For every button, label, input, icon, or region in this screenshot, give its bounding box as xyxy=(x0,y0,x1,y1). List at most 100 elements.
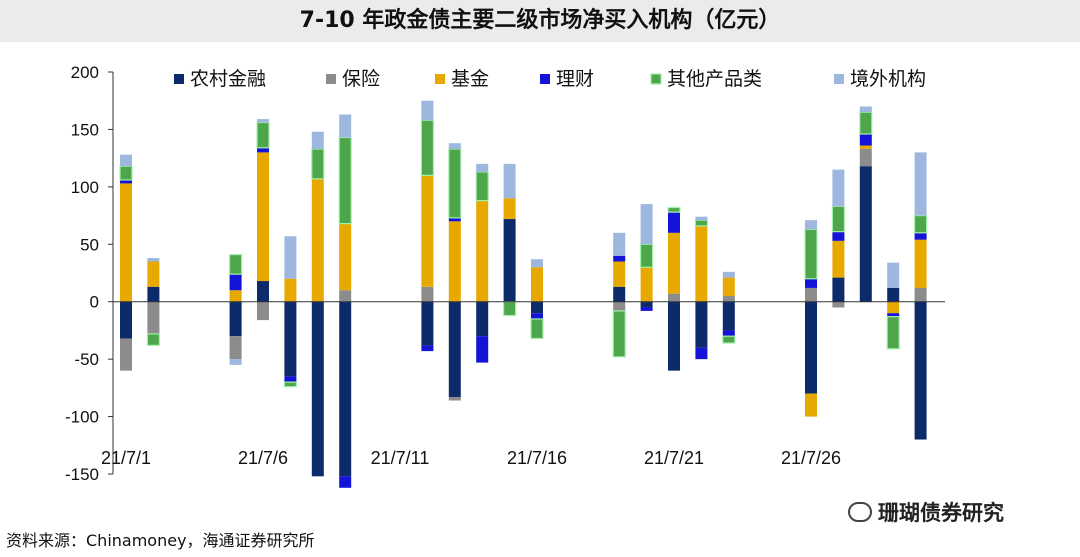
bar-segment xyxy=(421,301,434,346)
legend-label: 农村金融 xyxy=(190,68,266,90)
bar-segment xyxy=(832,231,845,241)
plot-area: -150 -100 -50 0 50 100 150 200 21/7/1 21/7/6 21/7/… xyxy=(65,63,945,488)
bar-segment xyxy=(448,143,461,149)
bar-segment xyxy=(832,240,845,278)
bar-segment xyxy=(613,261,626,287)
bar-segment xyxy=(530,318,544,340)
bar-segment xyxy=(229,290,242,302)
bar-segment xyxy=(668,293,680,302)
bar-segment xyxy=(476,336,489,363)
bar-segment xyxy=(421,175,434,287)
bar-segment xyxy=(695,347,708,360)
bar-segment xyxy=(120,301,132,339)
bar-segment xyxy=(257,147,269,153)
bar-segment xyxy=(229,274,242,291)
bar-segment xyxy=(668,301,680,371)
y-tick-label: 200 xyxy=(71,63,99,82)
bar-segment xyxy=(339,114,352,138)
bar-segment xyxy=(695,301,708,348)
bar-segment xyxy=(503,301,517,317)
bar-segment xyxy=(311,131,324,149)
bar-segment xyxy=(859,148,872,167)
watermark: 珊瑚债券研究 xyxy=(848,497,1004,527)
bar-segment xyxy=(284,236,297,279)
bar-segment xyxy=(859,134,872,146)
source-note: 资料来源：Chinamoney，海通证券研究所 xyxy=(6,531,315,550)
y-tick-label: -50 xyxy=(74,350,99,369)
y-tick-label: 150 xyxy=(71,120,99,139)
bar-segment xyxy=(503,198,516,220)
bar-segment xyxy=(722,301,735,331)
bar-segment xyxy=(256,121,270,149)
legend-swatch xyxy=(174,74,184,84)
bar-segment xyxy=(448,148,462,219)
x-tick-label: 21/7/16 xyxy=(507,448,567,468)
bar-segment xyxy=(831,205,846,233)
bar-segment xyxy=(147,301,160,334)
bar-segment xyxy=(695,216,708,221)
x-tick-label: 21/7/21 xyxy=(644,448,704,468)
bar-segment xyxy=(695,225,708,302)
bar-segment xyxy=(722,295,735,302)
bar-segment xyxy=(914,232,927,240)
bar-segment xyxy=(887,287,900,302)
bar-segment xyxy=(805,278,817,288)
bar-segment xyxy=(640,204,653,245)
legend-swatch xyxy=(834,74,844,84)
bar-segment xyxy=(805,393,817,417)
bar-segment xyxy=(859,106,872,113)
legend-label: 基金 xyxy=(451,68,489,90)
bar-segment xyxy=(120,179,132,184)
y-tick-label: -150 xyxy=(65,465,99,484)
bar-segment xyxy=(229,359,242,365)
bar-segment xyxy=(339,301,352,477)
y-tick-label: -100 xyxy=(65,408,99,427)
x-tick-label: 21/7/6 xyxy=(238,448,288,468)
bar-segment xyxy=(284,376,297,383)
bar-segment xyxy=(640,301,653,308)
bar-segment xyxy=(640,307,653,311)
chart-canvas: -150 -100 -50 0 50 100 150 200 21/7/1 21/7/6 21/7/… xyxy=(65,63,945,488)
bar-segment xyxy=(613,255,626,262)
bar-segment xyxy=(476,163,489,172)
bar-segment xyxy=(284,278,297,302)
bar-segment xyxy=(476,200,489,302)
bar-segment xyxy=(913,214,928,234)
bar-segment xyxy=(668,232,680,294)
bar-segment xyxy=(531,259,543,268)
bar-segment xyxy=(503,219,516,302)
bar-segment xyxy=(667,206,681,213)
bar-segment xyxy=(887,262,900,288)
bar-segment xyxy=(311,148,325,180)
bar-segment xyxy=(914,239,927,288)
bar-segment xyxy=(120,154,132,167)
bar-segment xyxy=(805,287,817,302)
bar-segment xyxy=(229,336,242,360)
bar-segment xyxy=(448,217,461,222)
bar-segment xyxy=(613,301,626,311)
legend-swatch xyxy=(650,73,662,85)
bar-segment xyxy=(640,267,653,302)
bar-segment xyxy=(503,163,516,199)
bar-segment xyxy=(832,301,845,308)
bar-segment xyxy=(639,243,654,268)
bar-segment xyxy=(147,261,160,287)
bar-segment xyxy=(722,277,735,296)
bar-segment xyxy=(668,212,680,233)
bar-segment xyxy=(859,166,872,302)
bar-segment xyxy=(339,476,352,488)
bar-segment xyxy=(420,119,434,176)
bar-segment xyxy=(859,111,873,135)
bar-segment xyxy=(338,136,352,225)
y-tick-label: 100 xyxy=(71,178,99,197)
bar-segment xyxy=(859,145,872,149)
bar-segment xyxy=(914,301,927,440)
bar-segment xyxy=(722,271,735,278)
bar-segment xyxy=(339,223,352,291)
bar-segment xyxy=(257,152,269,282)
bar-segment xyxy=(311,301,324,477)
bar-segment xyxy=(257,119,269,123)
legend-swatch xyxy=(540,74,550,84)
bar-segment xyxy=(886,316,900,350)
bar-segment xyxy=(914,152,927,216)
